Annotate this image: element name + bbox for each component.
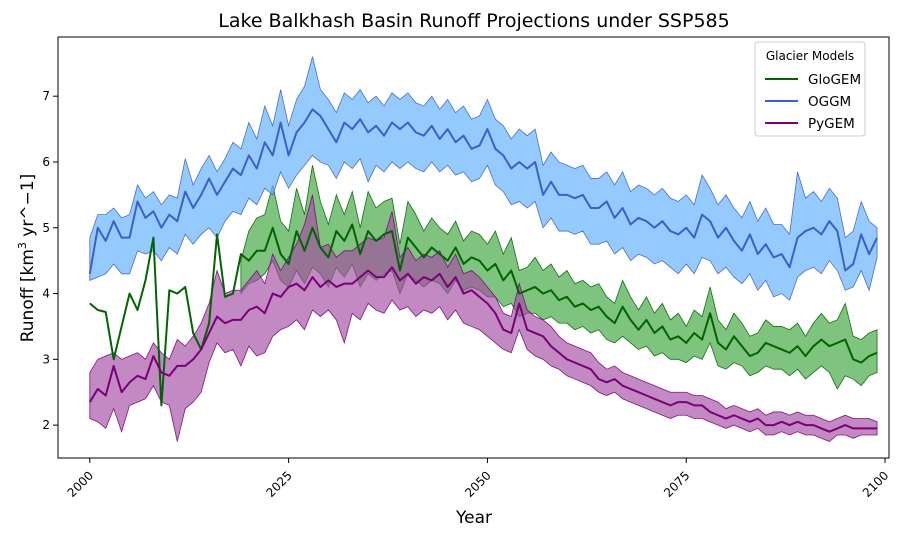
- x-tick-label: 2000: [65, 468, 96, 499]
- y-axis-title-rest: yr^−1]: [18, 174, 38, 242]
- y-tick-label: 7: [42, 89, 50, 103]
- y-tick-label: 5: [42, 221, 50, 235]
- pygem-band: [89, 194, 878, 443]
- pygem-mean-line: [88, 266, 878, 433]
- y-tick-label: 3: [42, 352, 50, 366]
- series-lines: [88, 108, 878, 433]
- y-axis-title: Runoff [km3 yr^−1]: [16, 174, 38, 343]
- x-tick-label: 2075: [661, 468, 692, 499]
- x-axis: 2000 2025 2050 2075 2100: [65, 458, 891, 500]
- y-axis-title-main: Runoff [km: [18, 249, 38, 342]
- y-tick-label: 6: [42, 155, 50, 169]
- uncertainty-bands: [89, 56, 878, 443]
- legend-title: Glacier Models: [766, 49, 854, 63]
- legend: Glacier Models GloGEM OGGM PyGEM: [754, 41, 866, 137]
- y-axis: 2 3 4 5 6 7: [42, 89, 58, 432]
- legend-label: GloGEM: [808, 72, 861, 88]
- oggm-mean-line: [88, 108, 878, 274]
- y-axis-title-superscript: 3: [16, 242, 29, 249]
- axes-frame: [57, 36, 890, 459]
- oggm-band: [89, 56, 878, 301]
- legend-label: PyGEM: [808, 116, 855, 132]
- x-tick-label: 2025: [263, 468, 294, 499]
- y-tick-label: 4: [42, 287, 50, 301]
- glogem-mean-line: [89, 223, 878, 407]
- x-tick-label: 2100: [860, 468, 891, 499]
- y-tick-label: 2: [42, 418, 50, 432]
- x-axis-title: Year: [455, 508, 492, 528]
- x-tick-label: 2050: [462, 468, 493, 499]
- chart-title: Lake Balkhash Basin Runoff Projections u…: [218, 10, 729, 32]
- legend-box: [754, 41, 866, 137]
- legend-label: OGGM: [808, 94, 851, 110]
